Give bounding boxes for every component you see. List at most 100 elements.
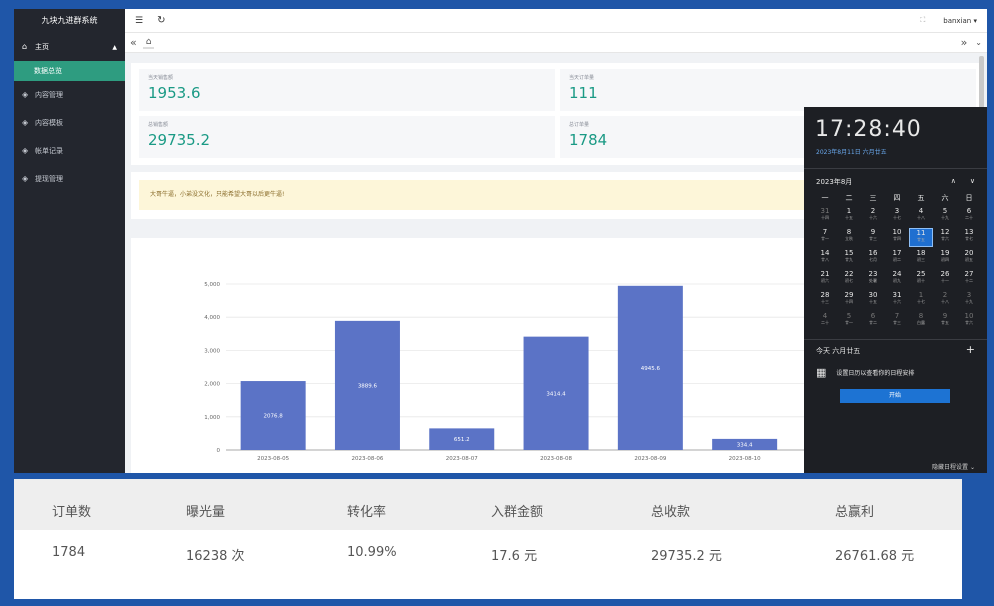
- tab-scroll-left-icon[interactable]: «: [130, 36, 137, 49]
- calendar-day[interactable]: 16 七月: [861, 249, 885, 268]
- calendar-day[interactable]: 12 廿六: [933, 228, 957, 247]
- calendar-day[interactable]: 19 初四: [933, 249, 957, 268]
- stat-value: 1784: [569, 131, 608, 149]
- lunar-date: 廿八: [821, 257, 829, 262]
- bar[interactable]: [334, 320, 400, 450]
- divider: [804, 339, 987, 340]
- sidebar-item-content-management[interactable]: ◈ 内容管理: [14, 81, 125, 109]
- add-event-icon[interactable]: +: [965, 343, 975, 356]
- calendar-day[interactable]: 3 十九: [957, 291, 981, 310]
- calendar-day[interactable]: 4 十八: [909, 207, 933, 226]
- calendar-day[interactable]: 31 十四: [813, 207, 837, 226]
- tab-home[interactable]: ⌂: [142, 37, 155, 49]
- tab-options-icon[interactable]: ⌄: [975, 38, 982, 47]
- weekday-label: 二: [845, 194, 853, 202]
- calendar-day[interactable]: 4 二十: [813, 312, 837, 331]
- calendar-day[interactable]: 8 白露: [909, 312, 933, 331]
- calendar-day[interactable]: 9 廿三: [861, 228, 885, 247]
- lunar-date: 十八: [941, 299, 949, 304]
- bar-data-label: 2076.8: [264, 414, 284, 420]
- start-button[interactable]: 开始: [840, 389, 950, 403]
- calendar-day[interactable]: 1 十七: [909, 291, 933, 310]
- bar[interactable]: [429, 428, 495, 450]
- day-number: 26: [940, 270, 950, 278]
- stat-label: 当天订单量: [569, 75, 595, 81]
- calendar-day-today[interactable]: 11 廿五: [909, 228, 933, 247]
- calendar-day[interactable]: 15 廿九: [837, 249, 861, 268]
- calendar-day[interactable]: 7 廿三: [885, 312, 909, 331]
- sidebar-item-content-template[interactable]: ◈ 内容模板: [14, 109, 125, 137]
- next-month-icon[interactable]: ∨: [969, 177, 975, 185]
- lunar-date: 廿六: [965, 320, 973, 325]
- calendar-day[interactable]: 13 廿七: [957, 228, 981, 247]
- calendar-day[interactable]: 21 初六: [813, 270, 837, 289]
- calendar-day[interactable]: 8 立秋: [837, 228, 861, 247]
- calendar-day[interactable]: 25 初十: [909, 270, 933, 289]
- menu-toggle-icon[interactable]: ☰: [135, 15, 144, 26]
- weekday-label: 四: [893, 194, 901, 202]
- user-menu[interactable]: banxian ▾: [943, 16, 977, 25]
- calendar-day[interactable]: 23 处暑: [861, 270, 885, 289]
- sidebar-item-label: 内容管理: [35, 91, 63, 99]
- calendar-day[interactable]: 14 廿八: [813, 249, 837, 268]
- x-tick-label: 2023-08-09: [634, 456, 666, 462]
- sidebar-item-data-overview[interactable]: 数据总览: [14, 61, 125, 81]
- calendar-day[interactable]: 28 十三: [813, 291, 837, 310]
- calendar-day[interactable]: 10 廿六: [957, 312, 981, 331]
- calendar-day[interactable]: 29 十四: [837, 291, 861, 310]
- calendar-day[interactable]: 7 廿一: [813, 228, 837, 247]
- sidebar-item-label: 主页: [35, 43, 49, 51]
- tab-scroll-right-icon[interactable]: »: [960, 36, 968, 49]
- calendar-day[interactable]: 22 初七: [837, 270, 861, 289]
- clock-date[interactable]: 2023年8月11日 六月廿五: [816, 149, 887, 156]
- bar[interactable]: [523, 336, 589, 450]
- hide-agenda-link[interactable]: 隐藏日程设置 ⌄: [932, 464, 975, 471]
- lunar-date: 十四: [821, 215, 829, 220]
- lunar-date: 十六: [893, 299, 901, 304]
- calendar-month[interactable]: 2023年8月: [816, 178, 853, 186]
- lunar-date: 十九: [965, 299, 973, 304]
- stat-total-sales: 总销售额 29735.2: [139, 116, 555, 158]
- calendar-day[interactable]: 6 二十: [957, 207, 981, 226]
- day-number: 7: [822, 228, 828, 236]
- bar[interactable]: [240, 381, 306, 450]
- calendar-day[interactable]: 6 廿二: [861, 312, 885, 331]
- calendar-day[interactable]: 31 十六: [885, 291, 909, 310]
- calendar-day[interactable]: 26 十一: [933, 270, 957, 289]
- calendar-day[interactable]: 2 十六: [861, 207, 885, 226]
- lunar-date: 十五: [845, 215, 853, 220]
- calendar-flyout: 17:28:40 2023年8月11日 六月廿五 2023年8月 ∧ ∨ 一 二 三 四…: [804, 107, 987, 473]
- refresh-icon[interactable]: ↻: [157, 15, 166, 26]
- stat-value: 29735.2: [148, 131, 211, 149]
- prev-month-icon[interactable]: ∧: [950, 177, 956, 185]
- day-number: 8: [846, 228, 852, 236]
- today-label: 今天 六月廿五: [816, 347, 861, 355]
- calendar-day[interactable]: 17 初二: [885, 249, 909, 268]
- calendar-day[interactable]: 1 十五: [837, 207, 861, 226]
- x-tick-label: 2023-08-06: [351, 456, 383, 462]
- shield-icon: ◈: [22, 146, 29, 155]
- calendar-day[interactable]: 27 十二: [957, 270, 981, 289]
- calendar-month-header: 2023年8月 ∧ ∨: [804, 177, 987, 187]
- calendar-day[interactable]: 18 初三: [909, 249, 933, 268]
- calendar-day[interactable]: 10 廿四: [885, 228, 909, 247]
- fullscreen-icon[interactable]: ⛶: [920, 16, 926, 24]
- header-join-amount: 入群金额: [491, 505, 544, 520]
- username: banxian: [943, 16, 972, 25]
- scrollbar-thumb[interactable]: [979, 56, 984, 116]
- bar[interactable]: [712, 438, 778, 450]
- calendar-day[interactable]: 5 廿一: [837, 312, 861, 331]
- calendar-day[interactable]: 9 廿五: [933, 312, 957, 331]
- calendar-day[interactable]: 20 初五: [957, 249, 981, 268]
- bar[interactable]: [617, 285, 683, 450]
- lunar-date: 十九: [941, 215, 949, 220]
- sidebar-item-withdrawal[interactable]: ◈ 提现管理: [14, 165, 125, 193]
- calendar-day[interactable]: 5 十九: [933, 207, 957, 226]
- calendar-day[interactable]: 30 十五: [861, 291, 885, 310]
- calendar-day[interactable]: 3 十七: [885, 207, 909, 226]
- calendar-day[interactable]: 24 初九: [885, 270, 909, 289]
- sidebar-item-bill-records[interactable]: ◈ 帐单记录: [14, 137, 125, 165]
- sidebar-item-home[interactable]: ⌂ 主页 ▲: [14, 33, 125, 61]
- lunar-date: 廿三: [893, 320, 901, 325]
- calendar-day[interactable]: 2 十八: [933, 291, 957, 310]
